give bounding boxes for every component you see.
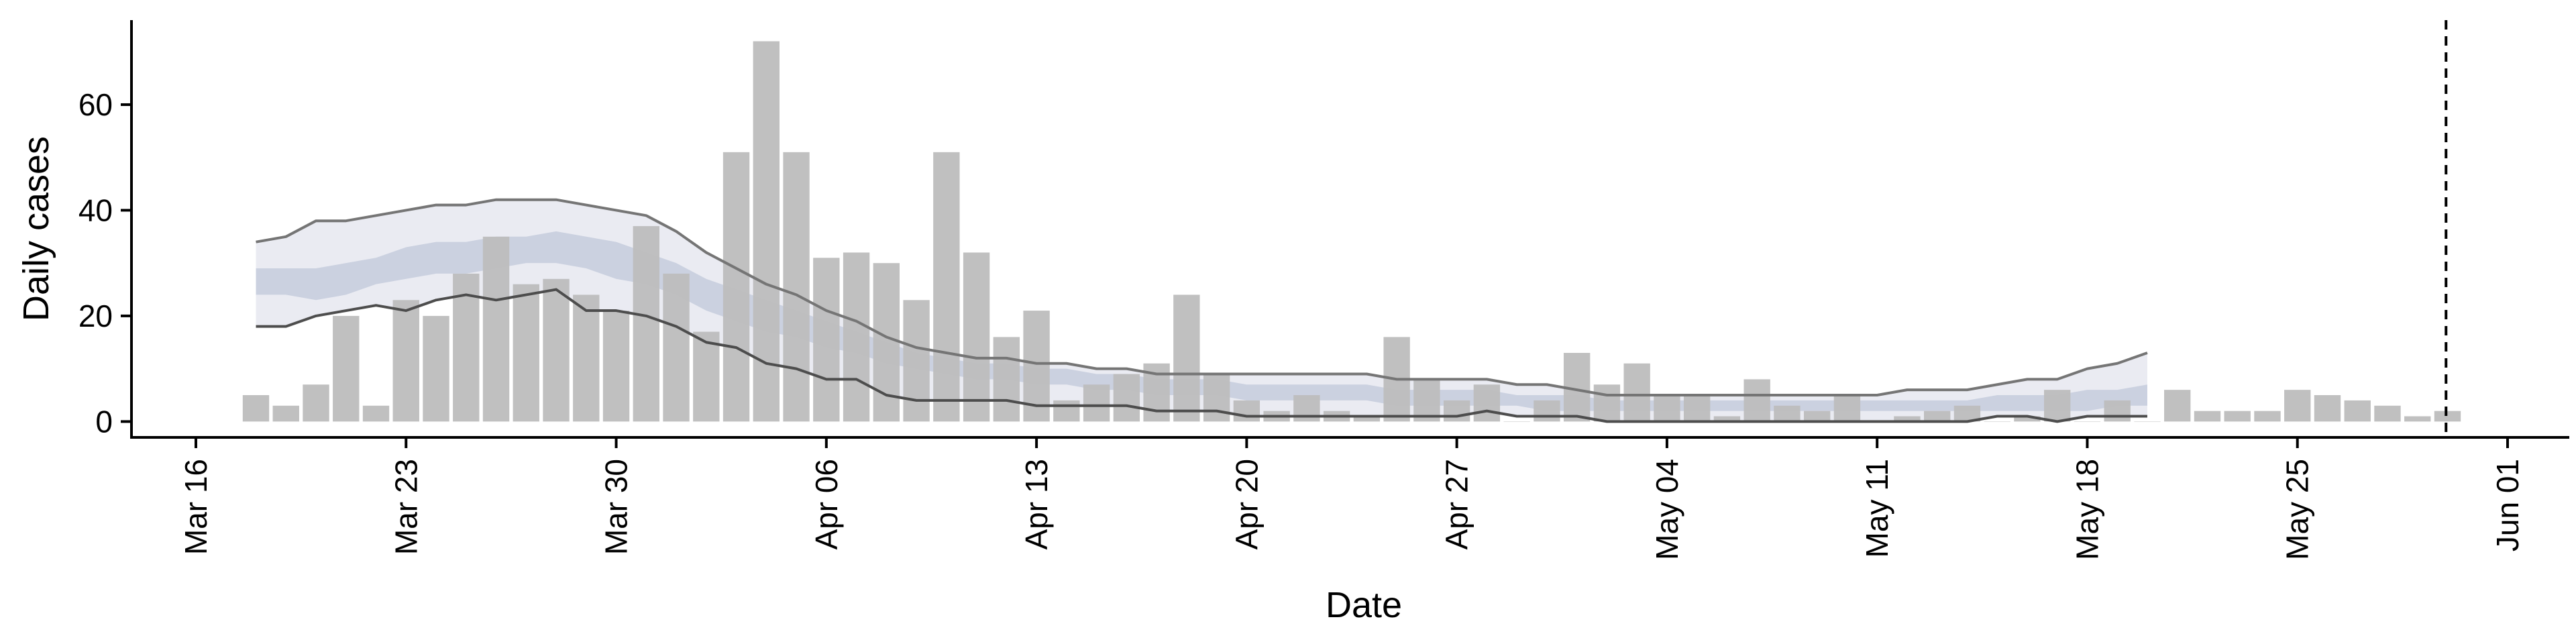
x-tick-label: May 25 [2280,459,2315,560]
daily-case-bar [2044,390,2071,422]
daily-case-bar [303,384,329,422]
credible-interval-bands [256,199,2147,422]
daily-case-bar [1203,374,1230,422]
daily-case-bar [1413,379,1440,422]
x-tick-label: May 04 [1650,459,1684,560]
daily-case-bar [1173,294,1200,422]
daily-case-bar [543,278,570,422]
daily-case-bar [602,311,630,422]
daily-case-bar [1083,384,1110,422]
daily-case-bar [1713,416,1741,422]
x-tick-label: Apr 06 [809,459,844,550]
daily-case-bar [903,300,930,422]
x-tick-label: Apr 13 [1019,459,1054,550]
daily-case-bar [333,315,360,422]
daily-case-bar [1803,411,1831,422]
daily-case-bar [1833,395,1861,422]
x-axis-ticks: Mar 16 Mar 23 Mar 30 Apr 06 Apr 13 Apr 20 Apr … [178,437,2525,560]
y-tick-label: 0 [95,404,113,439]
daily-case-bar [963,252,990,422]
interval-band-2 [256,231,2147,411]
daily-case-bar [2314,395,2341,422]
daily-case-bar [1443,400,1470,422]
daily-case-bar [1053,400,1080,422]
daily-case-bar [1113,374,1140,422]
interval-boundary-lines [256,198,2148,423]
daily-case-bar [1774,405,1801,422]
daily-case-bar [693,331,720,422]
daily-case-bar [2224,411,2251,422]
daily-case-bar [2404,416,2431,422]
x-tick-label: May 11 [1860,459,1894,557]
daily-case-bar [513,284,539,422]
y-tick-label: 60 [78,87,113,122]
y-axis-title: Daily cases [16,136,56,321]
daily-case-bar [633,226,659,422]
daily-case-bar [1953,405,1981,422]
y-tick-label: 40 [78,193,113,227]
daily-case-bar [1593,384,1621,422]
daily-case-bar [2014,416,2041,422]
daily-case-bar [423,315,449,422]
x-axis-title: Date [1326,585,1402,625]
daily-case-bar [1654,395,1680,422]
x-tick-label: Apr 20 [1229,459,1264,550]
daily-case-bar [573,294,600,422]
daily-case-bar [242,395,270,422]
daily-case-bar [1534,400,1560,422]
daily-case-bar [663,273,690,422]
interval-line-4 [256,288,2147,423]
daily-case-bar [453,273,480,422]
interval-line-3 [256,198,2148,397]
daily-case-bar [2254,411,2281,422]
x-tick-label: Apr 27 [1440,459,1474,550]
daily-case-bar [1503,421,1530,422]
daily-case-bar [1683,395,1711,422]
daily-case-bar [1984,421,2010,422]
x-tick-label: May 18 [2070,459,2104,560]
x-tick-label: Mar 30 [599,459,634,555]
x-tick-label: Mar 23 [388,459,423,555]
daily-case-bar [2164,390,2191,422]
daily-case-bar [2284,390,2311,422]
daily-case-bar [1923,411,1951,422]
y-tick-label: 20 [78,299,113,333]
daily-case-bar [1623,363,1650,422]
daily-case-bar [843,252,870,422]
daily-case-bar [1353,416,1381,422]
daily-case-bar [482,236,510,422]
daily-case-bar [2104,400,2131,422]
daily-case-bar [2434,411,2461,422]
x-tick-label: Mar 16 [178,459,213,555]
axes: 0 20 40 60 Mar 16 Mar 23 Mar 30 Apr 06 Apr 13 Ap… [78,20,2569,560]
daily-case-bar [1894,416,1921,422]
daily-case-bar [272,405,299,422]
y-axis-ticks: 0 20 40 60 [78,87,131,439]
daily-case-bar [362,405,390,422]
daily-case-bar [1473,384,1501,422]
daily-case-bar [1743,379,1770,422]
daily-case-bar [1233,400,1260,422]
daily-case-bar [392,300,419,422]
daily-case-bar [722,152,750,422]
daily-case-bar [2134,421,2161,422]
daily-case-bar [2194,411,2221,422]
daily-case-bar [783,152,810,422]
daily-case-bar [2344,400,2371,422]
daily-case-bar [993,337,1020,422]
daily-case-bar [2374,405,2401,422]
x-tick-label: Jun 01 [2490,459,2525,551]
daily-case-bar [933,152,960,422]
daily-case-bar [2074,421,2101,422]
daily-case-bar [813,258,840,422]
